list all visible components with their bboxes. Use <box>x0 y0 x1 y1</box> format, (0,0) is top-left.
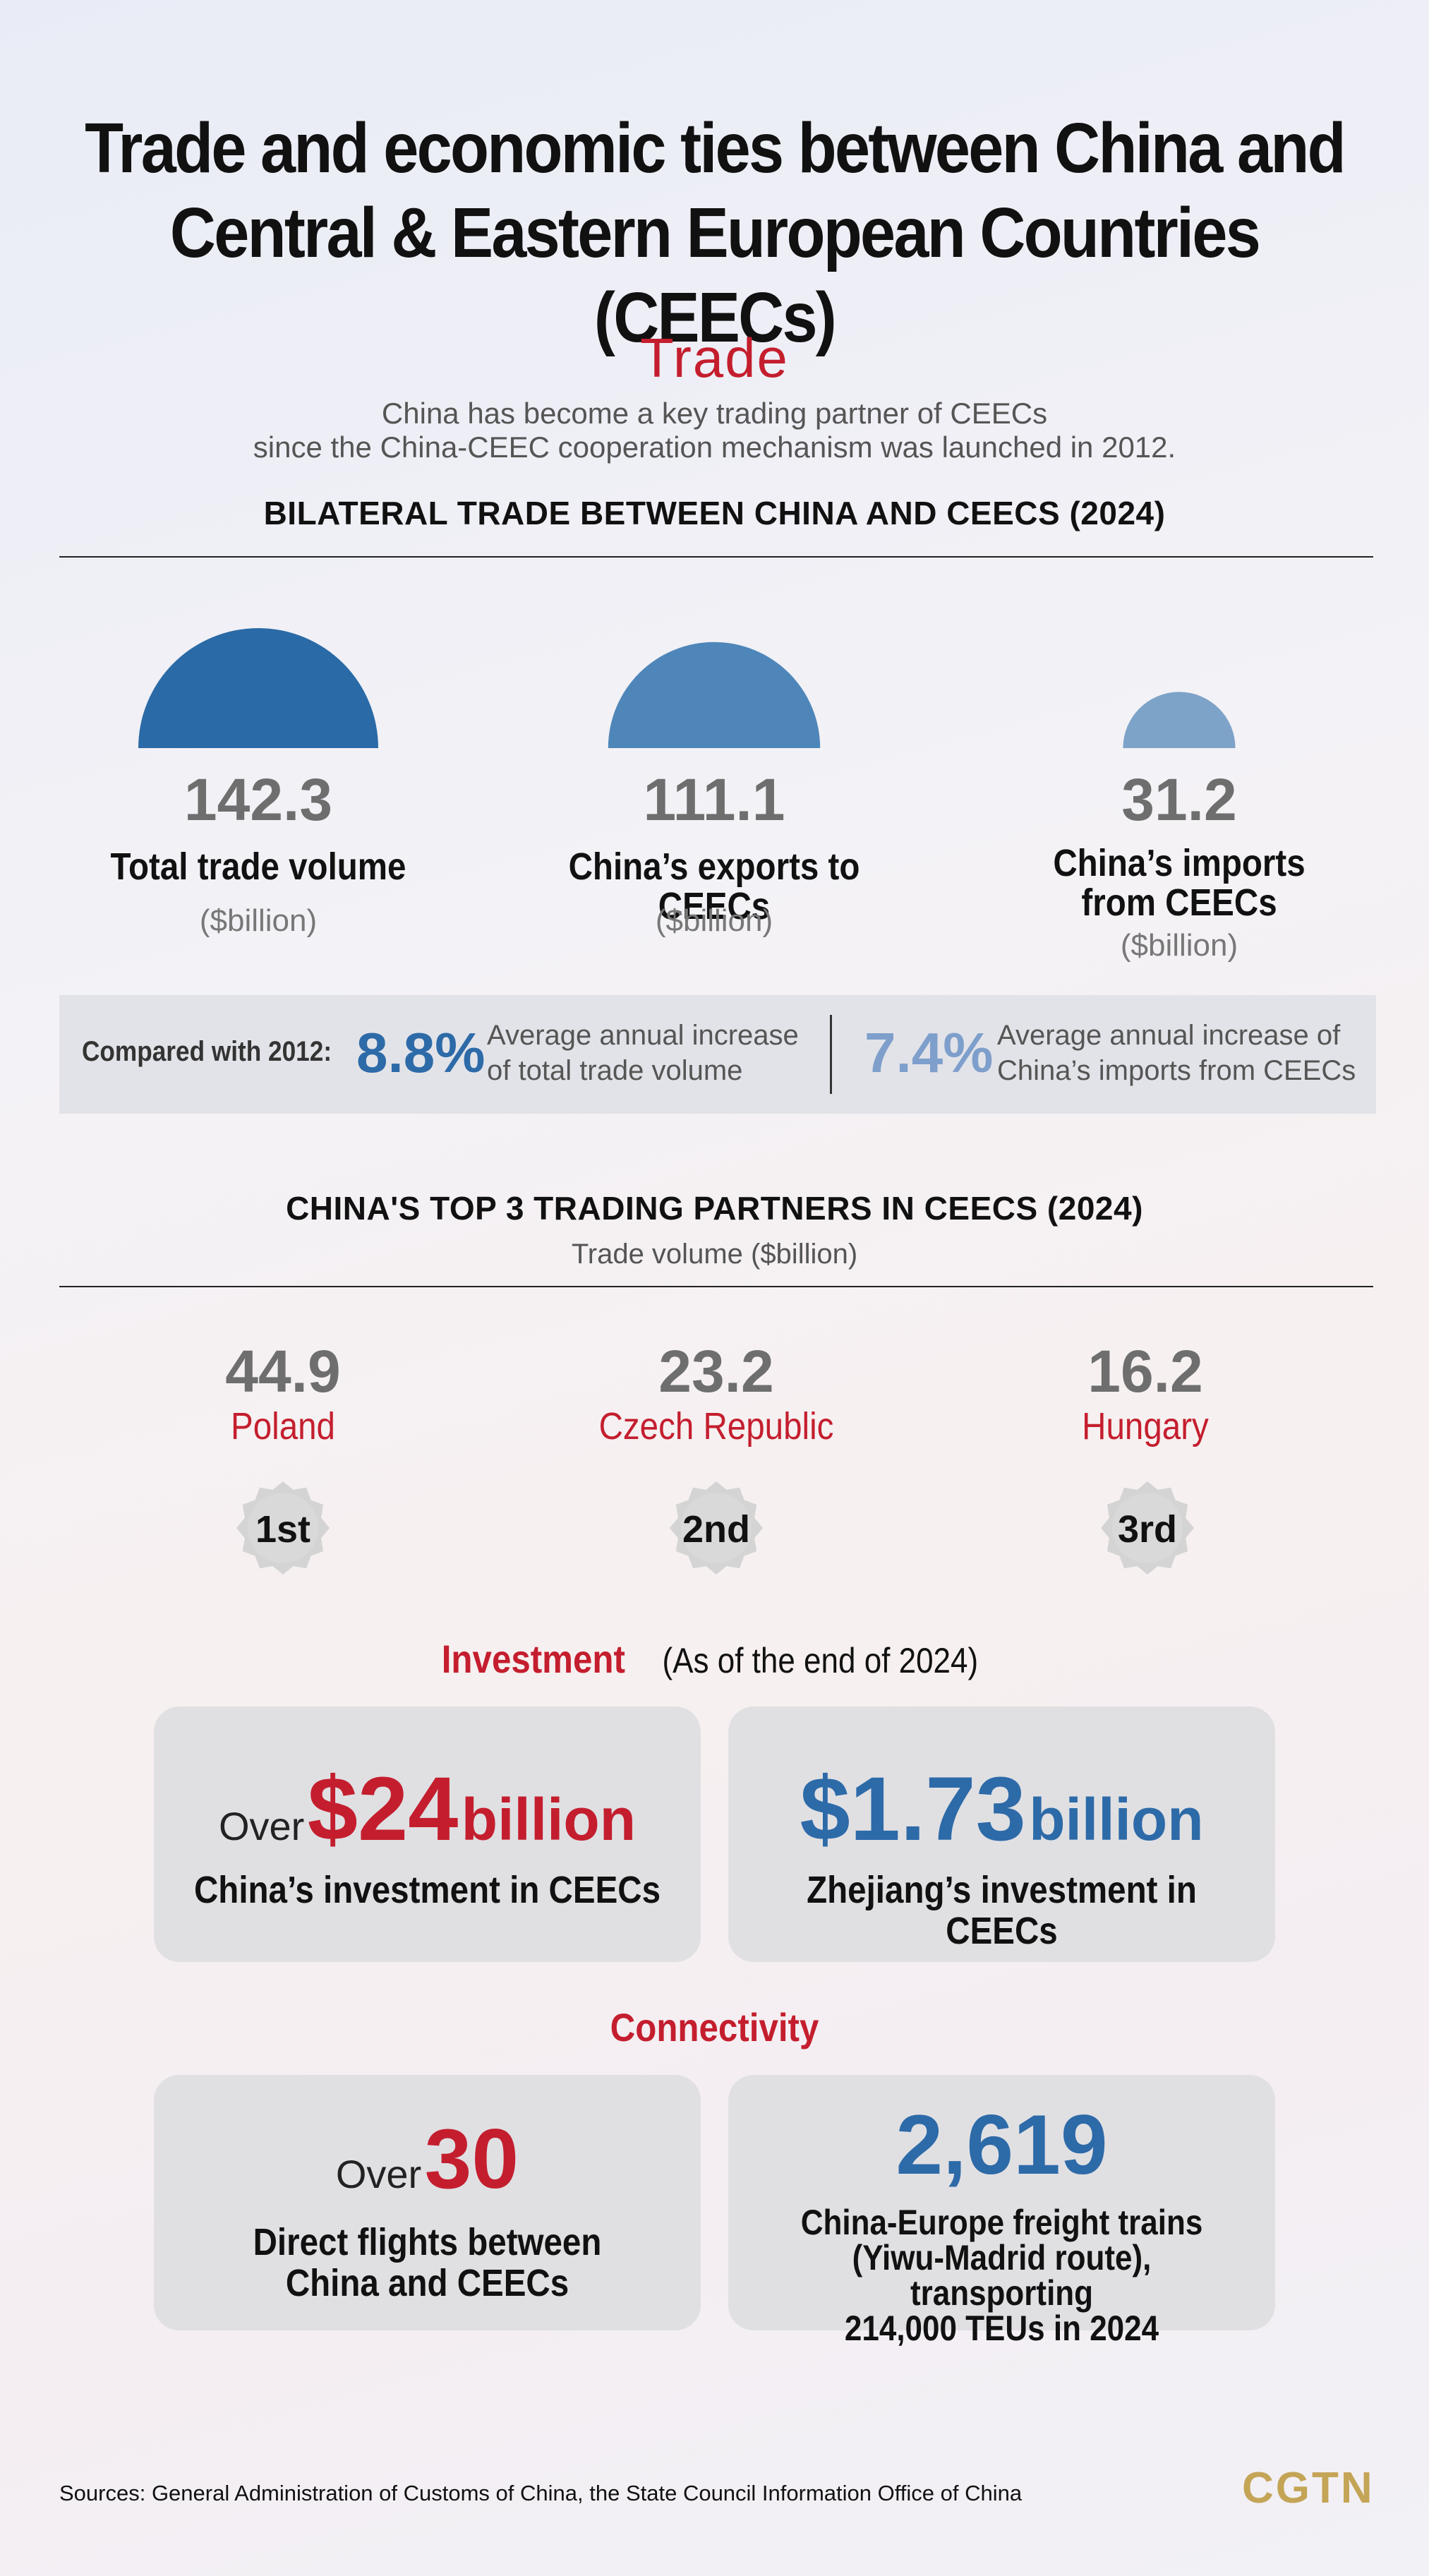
poland-value: 44.9 <box>225 1338 341 1404</box>
partners-heading: CHINA'S TOP 3 TRADING PARTNERS IN CEECS … <box>286 1190 1143 1227</box>
imports-label-line-1: China’s imports <box>1053 842 1306 884</box>
freight-label-line-2: (Yiwu-Madrid route), transporting <box>852 2238 1152 2313</box>
trade-desc-line-1: China has become a key trading partner o… <box>381 397 1048 430</box>
total-trade-label: Total trade volume <box>110 845 406 888</box>
zhejiang-investment-label: Zhejiang’s investment in CEECs <box>807 1869 1197 1952</box>
china-investment-label: China’s investment in CEECs <box>193 1869 661 1911</box>
connectivity-heading: Connectivity <box>610 2005 819 2050</box>
direct-flights-prefix: Over <box>335 2152 422 2196</box>
china-investment-prefix: Over <box>218 1804 305 1848</box>
direct-flights-label: Direct flights between China and CEECs <box>187 2222 668 2304</box>
growth-desc-1-line-2: of total trade volume <box>487 1055 743 1086</box>
freight-trains-card: 2,619 China-Europe freight trains (Yiwu-… <box>728 2075 1275 2346</box>
total-trade-unit: ($billion) <box>199 903 318 938</box>
freight-trains-amount: 2,619 <box>896 2097 1108 2192</box>
direct-flights-label-line-2: China and CEECs <box>285 2262 569 2304</box>
growth-desc-2-line-1: Average annual increase of <box>997 1020 1341 1051</box>
rank-2-text: 2nd <box>682 1508 750 1551</box>
china-investment-unit: billion <box>461 1786 637 1853</box>
compare-divider <box>830 1015 832 1094</box>
trade-desc-line-2: since the China-CEEC cooperation mechani… <box>253 431 1176 464</box>
bilateral-heading: BILATERAL TRADE BETWEEN CHINA AND CEECS … <box>263 495 1166 531</box>
investment-heading: Investment <box>441 1637 626 1681</box>
imports-label: China’s imports from CEECs <box>993 843 1365 922</box>
rank-1-badge-icon: 1st <box>236 1481 330 1575</box>
direct-flights-figure: Over 30 <box>154 2110 701 2208</box>
china-investment-amount: $24 <box>307 1759 459 1860</box>
title-line-1: Trade and economic ties between China an… <box>85 109 1346 188</box>
semicircle-exports <box>608 642 821 748</box>
total-trade-value: 142.3 <box>183 766 333 833</box>
growth-desc-1-line-1: Average annual increase <box>487 1020 799 1051</box>
imports-growth-desc: Average annual increase of China’s impor… <box>997 1018 1356 1088</box>
total-trade-growth-desc: Average annual increase of total trade v… <box>487 1018 799 1088</box>
semicircle-chart <box>138 628 1236 748</box>
zhejiang-investment-amount: $1.73 <box>800 1759 1026 1860</box>
hungary-value: 16.2 <box>1087 1338 1203 1404</box>
czech-name: Czech Republic <box>598 1405 834 1448</box>
divider-line <box>59 556 1373 558</box>
china-investment-figure: Over $24 billion <box>154 1757 701 1861</box>
semicircle-imports <box>1123 692 1236 748</box>
comparison-bar <box>59 995 1376 1114</box>
czech-value: 23.2 <box>658 1338 774 1404</box>
imports-label-line-2: from CEECs <box>1081 881 1277 924</box>
exports-value: 111.1 <box>643 766 785 833</box>
zhejiang-investment-unit: billion <box>1029 1786 1204 1853</box>
direct-flights-label-line-1: Direct flights between <box>253 2221 602 2263</box>
imports-growth-pct: 7.4% <box>864 1021 994 1084</box>
cgtn-logo: CGTN <box>1242 2464 1375 2512</box>
china-investment-card: Over $24 billion China’s investment in C… <box>154 1707 701 1962</box>
zhejiang-investment-figure: $1.73 billion <box>728 1757 1275 1861</box>
imports-value: 31.2 <box>1121 766 1237 833</box>
imports-unit: ($billion) <box>1120 928 1238 963</box>
rank-3-badge-icon: 3rd <box>1101 1481 1194 1575</box>
semicircle-total-trade <box>138 628 378 748</box>
freight-label-line-1: China-Europe freight trains <box>800 2203 1203 2242</box>
freight-trains-label: China-Europe freight trains (Yiwu-Madrid… <box>761 2205 1243 2346</box>
investment-header: Investment (As of the end of 2024) <box>0 1636 1429 1682</box>
compare-label: Compared with 2012: <box>82 1036 332 1067</box>
trade-heading: Trade <box>640 327 789 389</box>
trade-description: China has become a key trading partner o… <box>0 397 1429 464</box>
partners-divider <box>59 1286 1373 1287</box>
growth-desc-2-line-2: China’s imports from CEECs <box>997 1055 1356 1086</box>
exports-unit: ($billion) <box>655 903 773 938</box>
direct-flights-amount: 30 <box>424 2112 519 2206</box>
zhejiang-investment-card: $1.73 billion Zhejiang’s investment in C… <box>728 1707 1275 1962</box>
total-trade-growth-pct: 8.8% <box>356 1021 486 1084</box>
freight-label-line-3: 214,000 TEUs in 2024 <box>844 2309 1159 2348</box>
poland-name: Poland <box>231 1405 335 1448</box>
exports-label: China’s exports to CEECs <box>568 845 860 927</box>
page-title: Trade and economic ties between China an… <box>71 106 1358 360</box>
investment-note: (As of the end of 2024) <box>662 1641 979 1680</box>
hungary-name: Hungary <box>1082 1405 1209 1448</box>
rank-1-text: 1st <box>255 1508 310 1551</box>
rank-3-text: 3rd <box>1118 1508 1177 1551</box>
rank-2-badge-icon: 2nd <box>670 1481 763 1575</box>
sources-text: Sources: General Administration of Custo… <box>59 2481 1023 2505</box>
direct-flights-card: Over 30 Direct flights between China and… <box>154 2075 701 2330</box>
title-line-2: Central & Eastern European Countries (CE… <box>169 193 1261 357</box>
partners-subheading: Trade volume ($billion) <box>571 1239 858 1270</box>
